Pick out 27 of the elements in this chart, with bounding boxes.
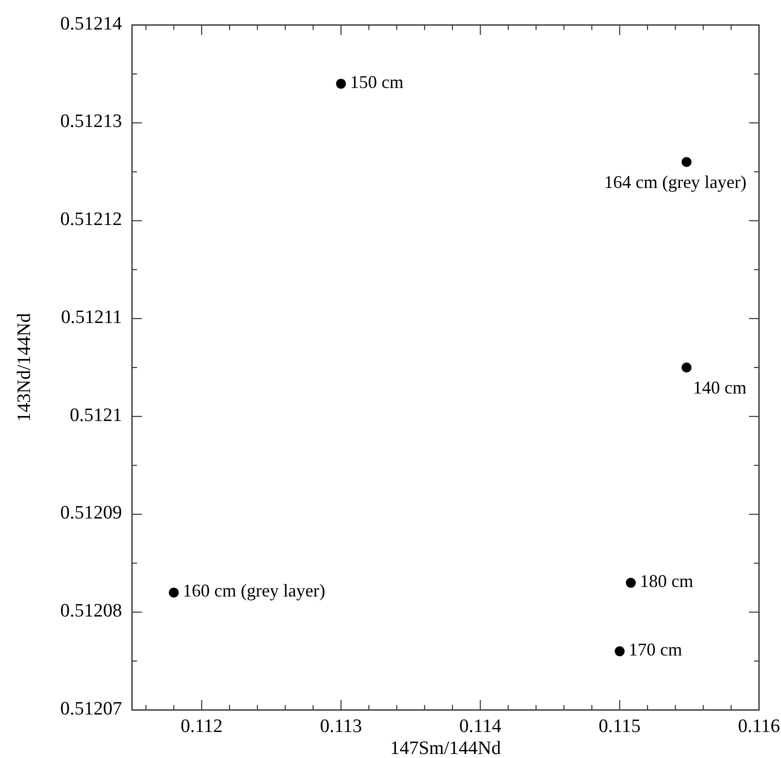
y-tick-label: 0.5121 [70,404,122,426]
y-tick-label: 0.51214 [60,13,122,34]
annotation: 140 cm [693,378,747,398]
x-tick-label: 0.114 [459,716,502,737]
annotation: 160 cm (grey layer) [182,580,326,601]
annotation: 180 cm [640,570,694,591]
x-tick-label: 0.112 [180,716,223,737]
y-tick-label: 0.51212 [60,209,122,230]
y-tick-label: 0.51213 [60,111,122,132]
y-tick-label: 0.51209 [60,502,122,524]
point [336,78,346,89]
point [168,588,179,598]
y-axis-title: 143Nd/144Nd [14,312,35,422]
x-tick-label: 0.113 [320,716,362,737]
point [614,646,625,656]
y-tick-label: 0.51208 [60,600,122,622]
point [626,578,636,588]
point [682,362,692,372]
annotation: 150 cm [350,72,404,92]
x-tick-label: 0.115 [598,716,641,737]
annotation: 170 cm [628,639,682,660]
y-tick-label: 0.51211 [60,306,122,328]
annotation: 164 cm (grey layer) [604,172,747,192]
x-axis-title: 147Sm/144Nd [390,738,502,758]
x-tick-label: 0.116 [738,716,780,737]
y-tick-label: 0.51207 [60,698,122,720]
point [682,157,692,167]
